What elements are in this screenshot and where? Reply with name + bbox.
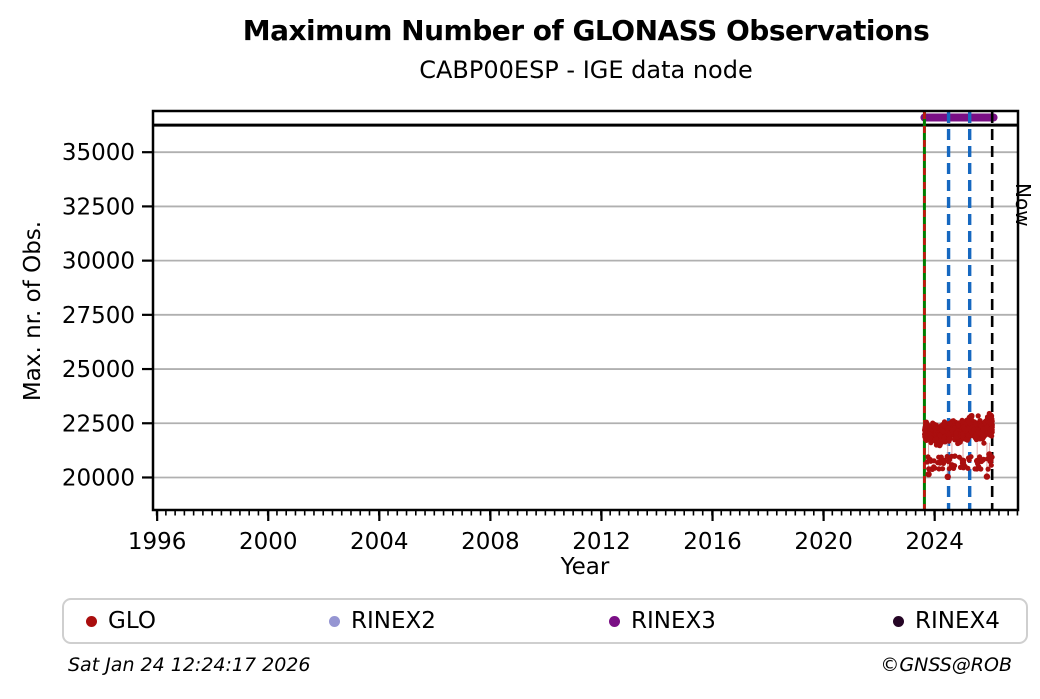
x-tick-label: 2004 xyxy=(350,529,409,555)
glo-data-point xyxy=(952,453,958,459)
legend-label-glo: GLO xyxy=(108,608,156,634)
legend-box: GLO RINEX2 RINEX3 RINEX4 xyxy=(62,598,1028,644)
legend-item-rinex2: RINEX2 xyxy=(329,600,436,642)
glo-data-point xyxy=(933,436,939,442)
glo-outlier-point xyxy=(925,471,932,478)
glo-data-point xyxy=(922,432,928,438)
glo-data-point xyxy=(972,434,979,440)
glo-data-point xyxy=(965,432,971,438)
glo-data-point xyxy=(956,439,962,446)
y-tick-label: 22500 xyxy=(62,411,135,437)
y-tick-label: 27500 xyxy=(62,303,135,329)
glo-data-point xyxy=(925,454,931,460)
legend-item-rinex3: RINEX3 xyxy=(609,600,716,642)
x-axis-title: Year xyxy=(560,554,610,580)
glo-outlier-point xyxy=(983,473,991,480)
glo-data-point xyxy=(987,426,993,433)
glo-data-point xyxy=(965,455,972,461)
glo-data-point xyxy=(945,459,952,465)
glo-data-point xyxy=(955,422,961,428)
glo-data-point xyxy=(937,460,943,466)
plot-timestamp: Sat Jan 24 12:24:17 2026 xyxy=(68,654,311,676)
chart-title: Maximum Number of GLONASS Observations xyxy=(242,14,930,47)
glo-outlier-point xyxy=(948,462,956,469)
glo-data-point xyxy=(922,428,929,434)
glo-outlier-point xyxy=(973,457,981,465)
glo-data-point xyxy=(968,413,974,419)
legend-label-rinex4: RINEX4 xyxy=(915,608,1000,634)
x-tick-label: 2020 xyxy=(794,529,853,555)
y-tick-label: 32500 xyxy=(62,194,135,220)
legend-label-rinex2: RINEX2 xyxy=(351,608,436,634)
glo-data-point xyxy=(953,430,959,436)
glo-data-point xyxy=(931,458,937,464)
legend-label-rinex3: RINEX3 xyxy=(631,608,716,634)
glo-data-point xyxy=(931,421,938,427)
x-tick-label: 2000 xyxy=(239,529,298,555)
x-tick-label: 1996 xyxy=(128,529,187,555)
glo-data-point xyxy=(942,439,948,445)
now-label: Now xyxy=(1011,183,1035,227)
glo-data-point xyxy=(980,426,987,432)
glo-data-point xyxy=(947,421,953,427)
glo-data-point xyxy=(961,426,968,432)
glo-data-point xyxy=(924,421,931,427)
glo-data-point xyxy=(937,432,943,438)
glo-marker-icon xyxy=(86,615,97,627)
y-tick-label: 25000 xyxy=(62,357,135,383)
rinex4-marker-icon xyxy=(893,615,904,627)
x-tick-label: 2008 xyxy=(461,529,520,555)
axes-frame xyxy=(151,109,1020,512)
glo-outlier-point xyxy=(986,451,993,458)
glo-data-point xyxy=(932,425,939,431)
glo-data-point xyxy=(940,466,946,472)
copyright-credit: ©GNSS@ROB xyxy=(880,654,1012,676)
glo-data-point xyxy=(938,454,944,460)
glo-outlier-point xyxy=(959,459,967,467)
x-tick-label: 2012 xyxy=(572,529,631,555)
glo-data-point xyxy=(975,413,981,419)
glo-data-point xyxy=(987,419,993,425)
glo-data-point xyxy=(939,428,946,435)
glo-data-point xyxy=(946,436,952,442)
glo-data-point xyxy=(927,435,934,441)
glo-data-point xyxy=(944,453,950,460)
legend-item-glo: GLO xyxy=(86,600,156,642)
glo-data-point xyxy=(981,440,987,446)
y-tick-label: 20000 xyxy=(62,465,135,491)
glo-data-point xyxy=(967,420,973,426)
glo-data-point xyxy=(971,426,977,432)
glo-data-point xyxy=(979,436,986,442)
y-tick-label: 35000 xyxy=(62,140,135,166)
glo-data-point xyxy=(976,463,982,469)
glo-data-point xyxy=(987,414,993,420)
glo-data-point xyxy=(931,464,937,470)
legend-item-rinex4: RINEX4 xyxy=(893,600,1000,642)
glo-data-point xyxy=(975,430,981,436)
glo-data-point xyxy=(953,434,959,440)
y-axis-title: Max. nr. of Obs. xyxy=(20,220,46,402)
glo-outlier-point xyxy=(944,473,951,481)
rinex3-marker-icon xyxy=(609,615,620,627)
glo-data-point xyxy=(985,466,991,472)
glo-data-point xyxy=(980,457,986,463)
glo-data-point xyxy=(946,431,952,437)
chart-subtitle: CABP00ESP - IGE data node xyxy=(419,56,753,84)
rinex2-marker-icon xyxy=(329,615,340,627)
x-tick-label: 2016 xyxy=(683,529,742,555)
glo-data-point xyxy=(945,425,951,431)
glo-data-point xyxy=(941,434,947,441)
glo-data-point xyxy=(941,457,948,463)
x-tick-label: 2024 xyxy=(905,529,964,555)
y-tick-label: 30000 xyxy=(62,249,135,275)
glo-data-point xyxy=(987,458,993,464)
